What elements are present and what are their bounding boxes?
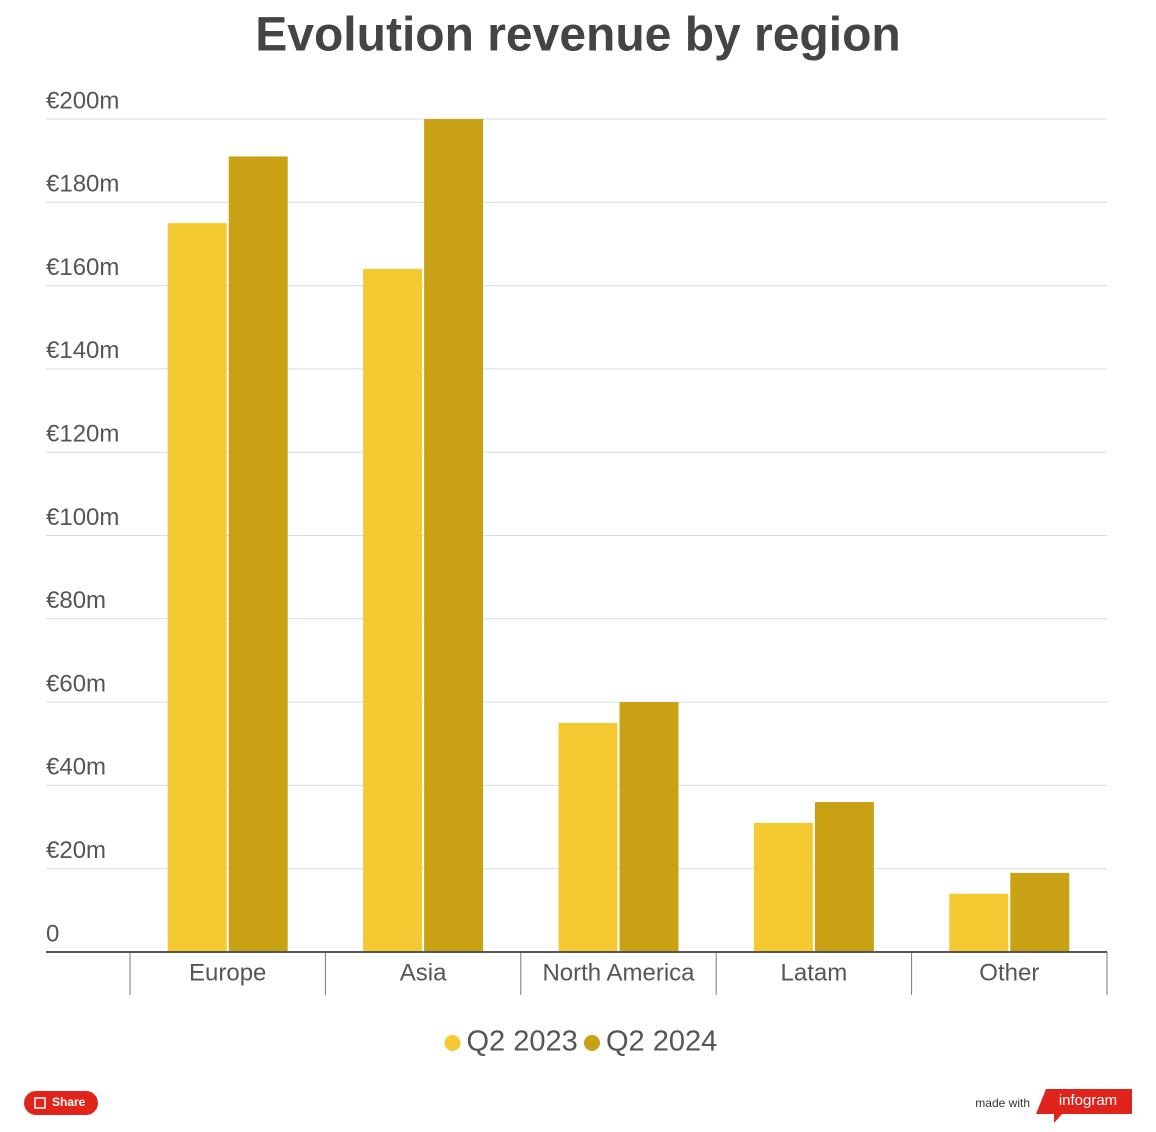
logo-bg[interactable] <box>1036 1089 1132 1123</box>
bar <box>558 722 618 952</box>
x-tick-label: Latam <box>781 959 848 986</box>
made-with: made with <box>975 1096 1030 1110</box>
share-button[interactable]: Share <box>24 1091 98 1115</box>
legend-marker <box>444 1035 461 1051</box>
legend-marker <box>584 1035 600 1051</box>
bar <box>619 702 679 952</box>
share-icon <box>34 1097 46 1109</box>
share-bg[interactable] <box>24 1091 98 1115</box>
y-tick-label: €180m <box>46 171 119 198</box>
y-tick-label: €20m <box>46 837 106 864</box>
y-tick-label: €160m <box>46 254 119 281</box>
bar <box>167 223 227 952</box>
share-label[interactable]: Share <box>52 1095 86 1109</box>
bar <box>228 156 288 953</box>
y-tick-label: €200m <box>46 87 119 114</box>
y-tick-label: €80m <box>46 587 106 614</box>
x-tick-label: Asia <box>400 959 447 986</box>
bar <box>753 822 813 952</box>
legend-label: Q2 2023 <box>467 1026 578 1058</box>
x-tick-label: Europe <box>189 959 266 986</box>
chart-title: Evolution revenue by region <box>255 9 900 62</box>
legend-label: Q2 2024 <box>606 1026 717 1058</box>
bar <box>363 268 423 952</box>
x-tick-label: Other <box>979 959 1039 986</box>
bar <box>949 893 1009 952</box>
y-tick-label: 0 <box>46 920 59 947</box>
logo-text[interactable]: infogram <box>1059 1092 1117 1109</box>
bar <box>814 802 874 952</box>
y-tick-label: €60m <box>46 670 106 697</box>
infogram-logo[interactable]: infogram <box>1036 1089 1132 1123</box>
y-tick-label: €120m <box>46 421 119 448</box>
y-tick-label: €100m <box>46 504 119 531</box>
y-tick-label: €40m <box>46 754 106 781</box>
x-tick-label: North America <box>542 959 695 986</box>
y-tick-label: €140m <box>46 337 119 364</box>
bar <box>1010 872 1070 952</box>
bar <box>424 119 484 952</box>
